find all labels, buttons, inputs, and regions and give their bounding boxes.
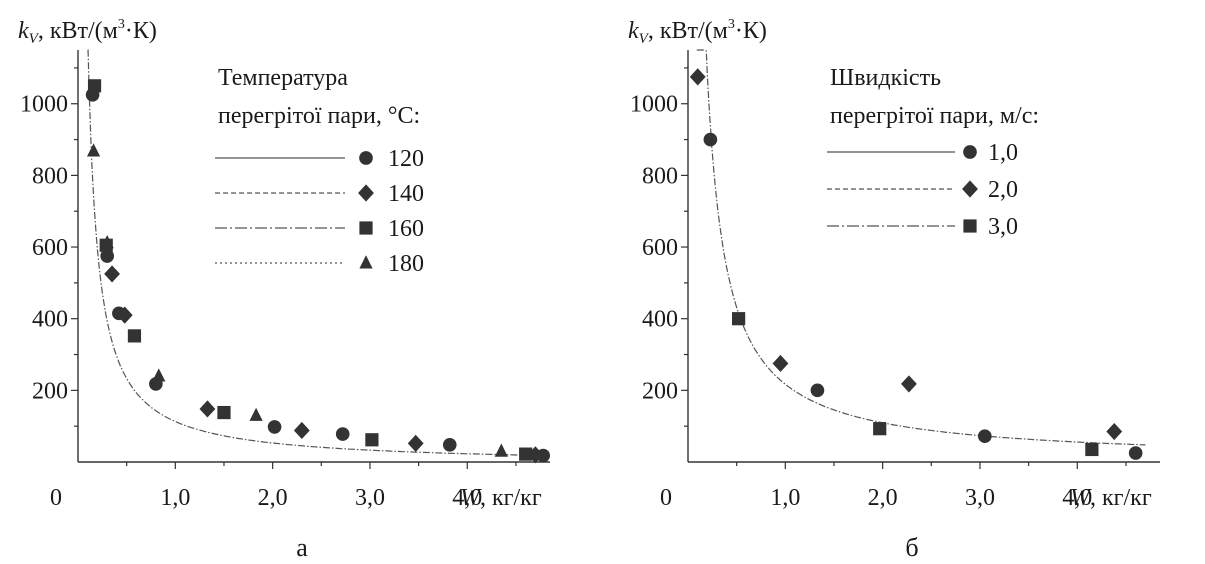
- legend-marker-diamond: [358, 184, 374, 202]
- data-point-square: [365, 433, 379, 447]
- data-point-square: [519, 447, 533, 461]
- data-point-circle: [810, 383, 825, 398]
- data-point-square: [732, 312, 746, 326]
- x-axis-title-var: W: [460, 485, 482, 511]
- y-axis-title-units: , кВт/(м: [648, 18, 728, 44]
- data-point-circle: [267, 420, 282, 434]
- legend-label: 3,0: [988, 214, 1018, 240]
- y-axis-title-var: k: [18, 18, 29, 44]
- x-tick-label: 2,0: [258, 485, 288, 511]
- y-tick-label: 200: [32, 378, 68, 404]
- legend-label: 180: [388, 251, 424, 277]
- y-tick-label: 800: [32, 163, 68, 189]
- panel-letter: а: [296, 533, 308, 559]
- legend-label: 2,0: [988, 177, 1018, 203]
- x-tick-label: 4,0: [1062, 485, 1092, 511]
- data-point-triangle: [100, 235, 114, 249]
- y-axis-title: kV, кВт/(м3·К): [628, 17, 767, 47]
- x-tick-label: 4,0: [452, 485, 482, 511]
- data-point-square: [217, 405, 231, 420]
- y-tick-label: 400: [32, 307, 68, 333]
- y-tick-label: 600: [642, 235, 678, 261]
- legend-title: перегрітої пари, м/с:: [830, 103, 1039, 129]
- data-point-triangle: [249, 407, 263, 421]
- data-point-diamond: [772, 354, 789, 373]
- x-tick-label: 1,0: [160, 485, 190, 511]
- legend-label: 140: [388, 181, 424, 207]
- origin-label: 0: [50, 485, 62, 511]
- y-axis-title-end: ·К): [125, 18, 157, 44]
- data-point-diamond: [293, 421, 310, 440]
- legend-marker-square: [359, 221, 373, 235]
- data-point-circle: [703, 132, 718, 147]
- data-point-diamond: [199, 400, 216, 418]
- x-axis-title-var: W: [1070, 485, 1092, 511]
- chart-panel-a: 200 400 600 800 1000 1,0 2,0 3,0 4,0 0 kV, кВт/(м3…: [18, 17, 551, 562]
- y-axis-title-sup: 3: [728, 17, 735, 32]
- data-point-circle: [978, 429, 992, 444]
- origin-label: 0: [660, 485, 672, 511]
- y-tick-label: 800: [642, 163, 678, 189]
- legend-label: 160: [388, 216, 424, 242]
- x-axis-title: W, кг/кг: [1070, 485, 1152, 511]
- data-point-circle: [100, 249, 115, 263]
- y-tick-label: 1000: [20, 92, 68, 118]
- y-tick-label: 600: [32, 235, 68, 261]
- panel-letter: б: [905, 533, 918, 559]
- data-point-diamond: [689, 68, 706, 86]
- x-tick-label: 1,0: [770, 485, 800, 511]
- data-point-circle: [335, 427, 350, 441]
- y-axis-title-var: k: [628, 18, 639, 44]
- data-point-square: [1085, 442, 1099, 457]
- data-point-square: [873, 422, 887, 436]
- legend-title: перегрітої пари, °С:: [218, 103, 420, 129]
- y-axis-title-sub: V: [29, 31, 40, 47]
- y-axis-title-sup: 3: [118, 17, 125, 32]
- y-tick-label: 200: [642, 378, 678, 404]
- legend-title: Температура: [218, 65, 348, 91]
- y-axis-title-end: ·К): [735, 18, 767, 44]
- legend-marker-diamond: [962, 180, 978, 198]
- legend-marker-square: [963, 219, 977, 233]
- data-point-square: [127, 329, 142, 343]
- y-axis-title-units: , кВт/(м: [38, 18, 118, 44]
- y-tick-label: 1000: [630, 92, 678, 118]
- data-point-diamond: [900, 375, 917, 393]
- data-point-circle: [442, 437, 457, 452]
- x-tick-label: 2,0: [868, 485, 898, 511]
- x-axis-title-units: , кг/кг: [1090, 485, 1152, 511]
- data-point-diamond: [407, 434, 424, 452]
- x-tick-label: 3,0: [355, 485, 385, 511]
- legend-label: 1,0: [988, 140, 1018, 166]
- x-axis-title-units: , кг/кг: [480, 485, 542, 511]
- data-point-triangle: [494, 443, 508, 457]
- legend-marker-triangle: [359, 255, 373, 269]
- data-point-diamond: [104, 265, 120, 283]
- x-axis-title: W, кг/кг: [460, 485, 542, 511]
- data-point-diamond: [116, 306, 133, 324]
- data-point-diamond: [1106, 422, 1123, 441]
- y-axis-title: kV, кВт/(м3·К): [18, 17, 157, 47]
- y-tick-label: 400: [642, 307, 678, 333]
- legend-title: Швидкість: [830, 65, 941, 91]
- data-point-triangle: [152, 368, 166, 382]
- data-point-circle: [1128, 446, 1143, 460]
- fit-curve: [87, 49, 546, 457]
- x-tick-label: 3,0: [965, 485, 995, 511]
- data-point-square: [87, 79, 102, 93]
- legend-marker-circle: [359, 151, 373, 165]
- legend-label: 120: [388, 146, 424, 172]
- fit-curve: [696, 49, 1146, 446]
- data-point-triangle: [86, 143, 101, 157]
- legend-marker-circle: [963, 145, 977, 159]
- y-axis-title-sub: V: [639, 31, 650, 47]
